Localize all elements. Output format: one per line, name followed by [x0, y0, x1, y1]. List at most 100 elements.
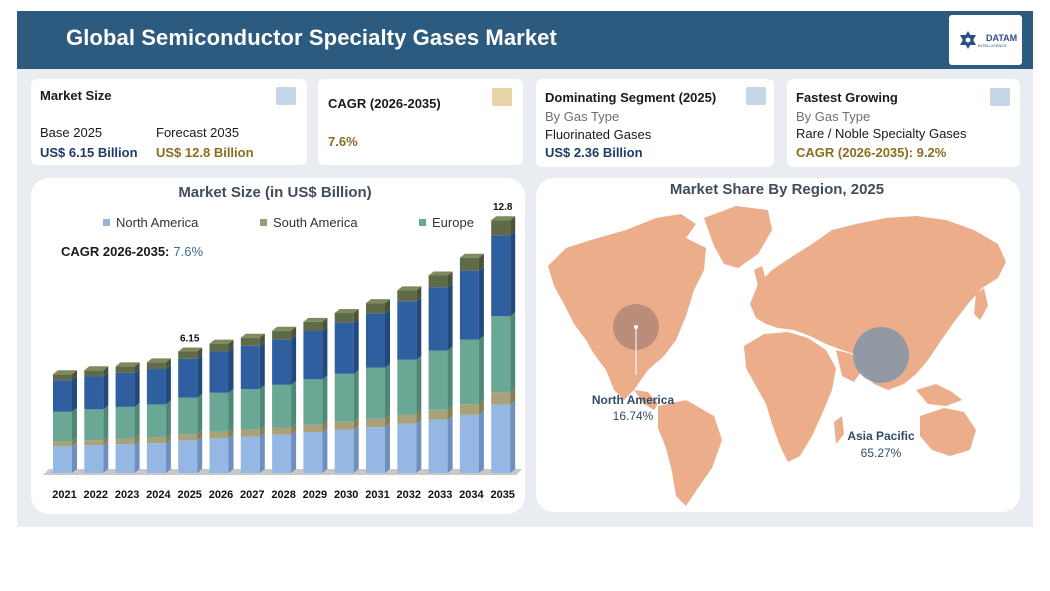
region-bubble: [853, 327, 909, 383]
bar-side: [291, 335, 297, 385]
bar-side: [134, 368, 140, 407]
bar-side: [134, 440, 140, 473]
bar-segment: [53, 411, 72, 442]
bar-segment: [209, 431, 229, 439]
bar-side: [322, 375, 328, 425]
bar-segment: [178, 397, 198, 435]
bar-segment: [397, 414, 417, 424]
card-fastest-growing: [787, 79, 1020, 167]
bar-side: [197, 347, 203, 359]
bar-segment: [272, 339, 292, 385]
bar-side: [291, 326, 297, 340]
bar-segment: [303, 321, 323, 331]
bar-top: [334, 309, 359, 314]
bar-segment: [334, 429, 354, 473]
logo-sub: INTELLIGENCE: [978, 43, 1007, 48]
bar-segment: [303, 379, 323, 425]
bar-segment: [115, 406, 135, 439]
region-share-label: 16.74%: [613, 409, 654, 423]
bar-side: [385, 414, 390, 428]
bar-segment: [84, 370, 104, 377]
bar-top: [53, 370, 77, 375]
card-badge-fastest: [990, 88, 1010, 106]
bar-segment: [178, 434, 198, 441]
logo-name: DATAM: [986, 33, 1018, 43]
bar-segment: [303, 432, 323, 473]
bar-segment: [491, 404, 511, 473]
card-title-dominating: Dominating Segment (2025): [545, 90, 717, 105]
bar-side: [259, 333, 265, 346]
bar-segment: [209, 351, 229, 393]
bar-side: [385, 423, 390, 473]
cagr-value: 7.6%: [328, 134, 358, 149]
legend-label: South America: [273, 215, 358, 230]
bar-side: [447, 405, 453, 420]
bar-side: [353, 425, 359, 473]
bar-side: [353, 309, 359, 323]
bar-side: [259, 432, 265, 473]
card-title-fastest: Fastest Growing: [796, 90, 898, 105]
bar-segment: [240, 337, 260, 346]
bar-side: [416, 297, 422, 360]
bar-side: [72, 370, 77, 381]
x-tick-label: 2031: [365, 489, 389, 501]
bar-side: [103, 405, 109, 441]
bar-segment: [115, 372, 135, 407]
bar-segment: [428, 350, 448, 410]
bar-side: [165, 400, 171, 438]
bar-side: [291, 423, 297, 435]
bar-side: [103, 372, 109, 410]
bar-side: [478, 253, 484, 271]
x-tick-label: 2030: [334, 489, 358, 501]
bar-side: [72, 376, 77, 412]
bar-side: [447, 271, 453, 288]
bar-side: [416, 419, 422, 473]
bar-side: [259, 341, 265, 390]
bar-segment: [84, 440, 104, 446]
bar-segment: [53, 441, 72, 447]
bar-side: [478, 266, 484, 340]
region-marker-dot: [634, 325, 638, 329]
bar-segment: [84, 409, 104, 441]
x-tick-label: 2032: [397, 489, 421, 501]
bar-side: [353, 318, 359, 374]
region-share-label: 65.27%: [861, 446, 902, 460]
bar-top: [178, 347, 203, 352]
bar-side: [291, 380, 297, 428]
bar-segment: [366, 303, 385, 314]
bar-top: [397, 286, 422, 291]
bar-segment: [209, 392, 229, 432]
bar-side: [510, 216, 516, 236]
bar-side: [291, 430, 297, 473]
bar-chart-title: Market Size (in US$ Billion): [178, 184, 371, 201]
fastest-sub: By Gas Type: [796, 109, 871, 124]
bar-side: [103, 366, 109, 377]
bar-side: [322, 428, 328, 473]
market-size-bar-chart: Market Size (in US$ Billion) North Ameri…: [43, 184, 523, 501]
bar-segment: [397, 290, 417, 302]
bar-segment: [303, 330, 323, 380]
bar-segment: [428, 409, 448, 420]
bar-segment: [428, 275, 448, 288]
card-title-cagr: CAGR (2026-2035): [328, 96, 441, 111]
bar-side: [165, 439, 171, 473]
bar-segment: [366, 418, 385, 428]
x-tick-label: 2028: [271, 489, 295, 501]
bar-segment: [240, 389, 260, 430]
bar-side: [228, 388, 234, 432]
region-share-map: Market Share By Region, 2025 North Ameri…: [548, 181, 1006, 506]
bar-side: [447, 346, 453, 410]
bar-top: [272, 326, 297, 331]
bar-top: [366, 299, 390, 304]
bar-segment: [366, 427, 385, 473]
bar-side: [510, 388, 516, 405]
card-title-market-size: Market Size: [40, 88, 112, 103]
x-tick-label: 2033: [428, 489, 452, 501]
bar-segment: [209, 438, 229, 473]
card-market-size: [31, 79, 307, 165]
bar-top: [146, 358, 171, 363]
x-tick-label: 2023: [115, 489, 139, 501]
bar-segment: [428, 287, 448, 351]
bar-segment: [146, 369, 166, 405]
bar-side: [103, 436, 109, 446]
